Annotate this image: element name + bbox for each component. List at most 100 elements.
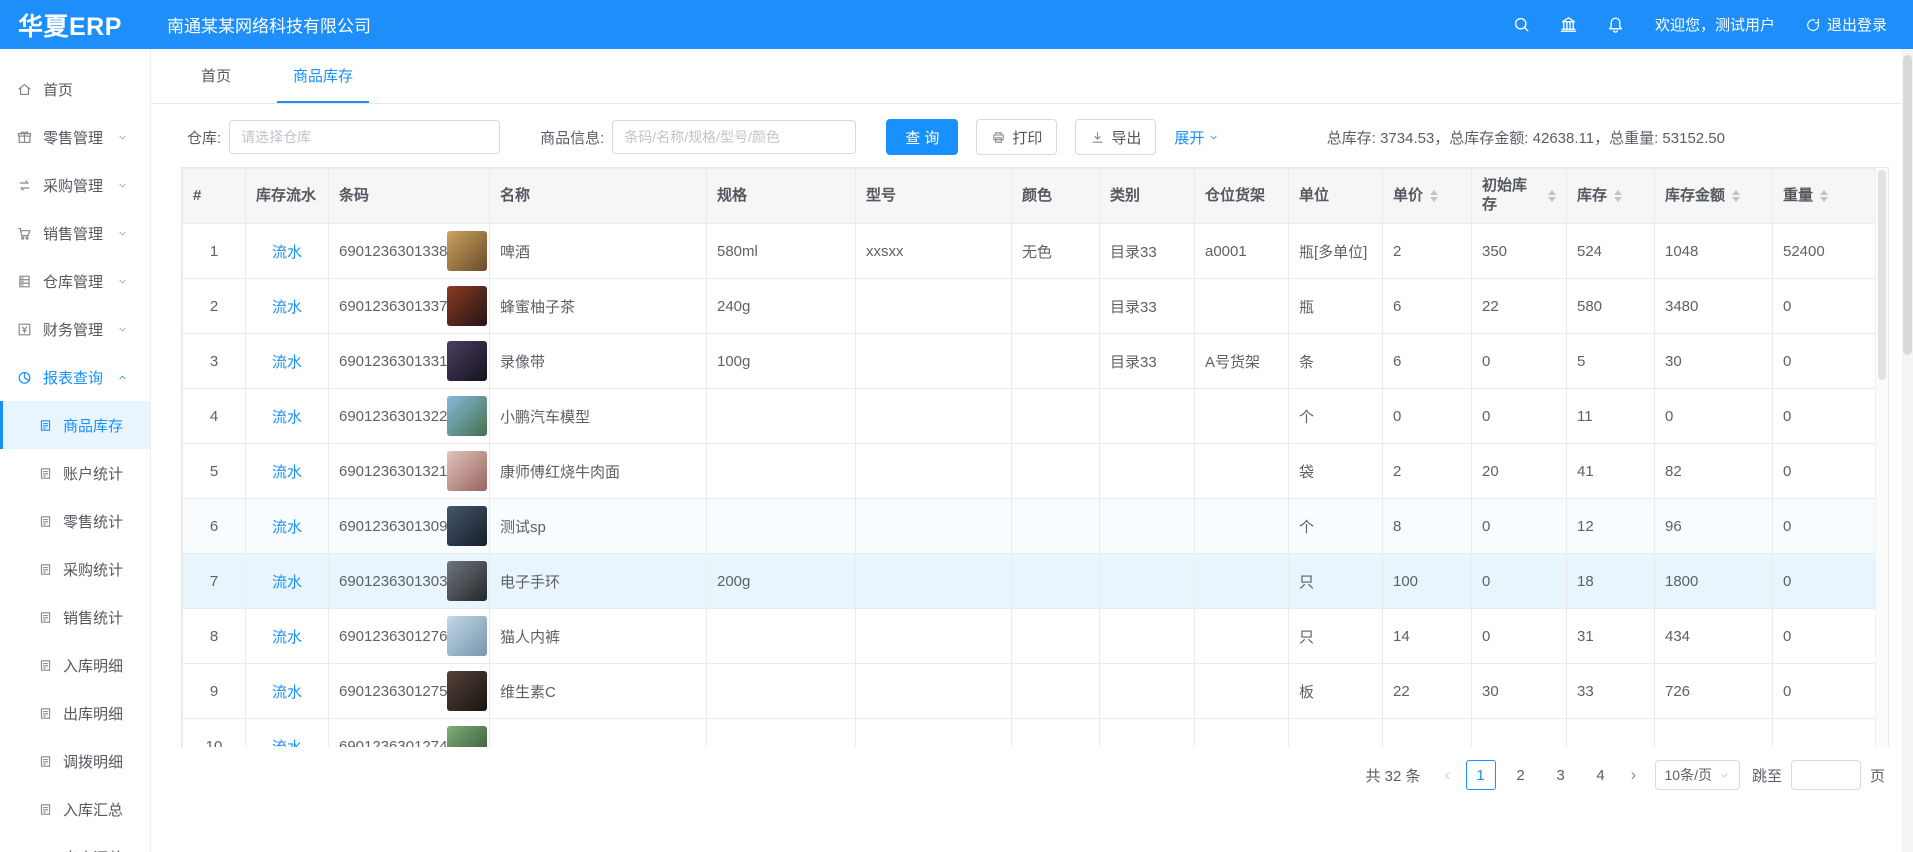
table-row[interactable]: 8 流水 6901236301276 猫人内裤只 14 0 31 434 0 xyxy=(182,608,1877,664)
cell-shelf: a0001 xyxy=(1194,223,1289,279)
page-scrollbar-thumb[interactable] xyxy=(1903,55,1912,355)
cell-price: 0 xyxy=(1382,388,1472,444)
product-thumbnail[interactable] xyxy=(447,341,488,381)
barcode-value: 6901236301276 xyxy=(339,627,448,645)
flow-link[interactable]: 流水 xyxy=(271,573,302,591)
sidebar-item-out-sum[interactable]: 出库汇总 xyxy=(0,833,150,852)
cell-unit: 瓶 xyxy=(1288,278,1383,334)
table-row[interactable]: 4 流水 6901236301322 小鹏汽车模型个 0 0 11 0 0 xyxy=(182,388,1877,444)
flow-link[interactable]: 流水 xyxy=(271,353,302,371)
table-row[interactable]: 10 流水 6901236301274 xyxy=(182,718,1877,748)
cell-index: 6 xyxy=(182,498,246,554)
table-scrollbar[interactable] xyxy=(1875,168,1888,747)
page-button-4[interactable]: 4 xyxy=(1596,766,1605,784)
product-thumbnail[interactable] xyxy=(447,231,488,271)
sale-icon xyxy=(16,225,33,242)
flow-link[interactable]: 流水 xyxy=(271,518,302,536)
expand-toggle[interactable]: 展开 xyxy=(1174,127,1219,148)
page-button-3[interactable]: 3 xyxy=(1556,766,1565,784)
next-page-button[interactable]: › xyxy=(1630,765,1637,784)
sidebar-item-finance[interactable]: 财务管理 xyxy=(0,305,150,353)
sidebar-item-in-detail[interactable]: 入库明细 xyxy=(0,641,150,689)
product-thumbnail[interactable] xyxy=(447,396,488,436)
page-size-select[interactable]: 10条/页 xyxy=(1654,760,1740,790)
page-button-1[interactable]: 1 xyxy=(1465,760,1496,790)
sidebar-item-retail[interactable]: 零售管理 xyxy=(0,113,150,161)
sort-icon[interactable] xyxy=(1820,190,1829,202)
table-row[interactable]: 6 流水 6901236301309 测试sp 个 8 0 12 96 0 xyxy=(182,498,1877,554)
page-button-2[interactable]: 2 xyxy=(1516,766,1525,784)
bell-icon[interactable] xyxy=(1606,15,1625,34)
sort-icon[interactable] xyxy=(1614,190,1623,202)
sort-icon[interactable] xyxy=(1732,190,1741,202)
cell-stock-amount: 30 xyxy=(1654,333,1773,389)
sidebar-item-label: 账户统计 xyxy=(63,465,124,483)
table-row[interactable]: 3 流水 6901236301331 录像带 100g 目录33 A号货架条 6 0 5 30 0 xyxy=(182,333,1877,389)
product-thumbnail[interactable] xyxy=(447,671,488,711)
table-row[interactable]: 2 流水 6901236301337 蜂蜜柚子茶 240g 目录33 瓶 6 22 580 3480… xyxy=(182,278,1877,334)
flow-link[interactable]: 流水 xyxy=(271,463,302,481)
table-row[interactable]: 9 流水 6901236301275 维生素C 板 22 30 33 726 0 xyxy=(182,663,1877,719)
barcode-value: 6901236301322 xyxy=(339,407,448,425)
table-row[interactable]: 5 流水 6901236301321 康师傅红烧牛肉面 袋 2 20 41 82 0 xyxy=(182,443,1877,499)
sidebar-item-transfer-detail[interactable]: 调拨明细 xyxy=(0,737,150,785)
barcode-value: 6901236301338 xyxy=(339,242,448,260)
logout-button[interactable]: 退出登录 xyxy=(1805,14,1887,35)
sidebar-item-sale-stat[interactable]: 销售统计 xyxy=(0,593,150,641)
sidebar-item-report[interactable]: 报表查询 xyxy=(0,353,150,401)
sidebar-item-stock[interactable]: 商品库存 xyxy=(0,401,150,449)
column-header-weight[interactable]: 重量 xyxy=(1772,168,1877,224)
table-scrollbar-thumb[interactable] xyxy=(1878,170,1886,380)
warehouse-select[interactable] xyxy=(229,120,501,154)
prev-page-button[interactable]: ‹ xyxy=(1444,765,1451,784)
product-thumbnail[interactable] xyxy=(447,561,488,601)
product-thumbnail[interactable] xyxy=(447,451,488,491)
table-row[interactable]: 7 流水 6901236301303 电子手环 200g 只 100 0 18 1800 0 xyxy=(182,553,1877,609)
flow-link[interactable]: 流水 xyxy=(271,628,302,646)
cell-category xyxy=(1099,553,1195,609)
flow-link[interactable]: 流水 xyxy=(271,243,302,261)
chevron-down-icon xyxy=(1719,770,1730,781)
cell-weight: 52400 xyxy=(1772,223,1877,279)
cell-barcode: 6901236301322 xyxy=(328,388,490,444)
sort-icon[interactable] xyxy=(1430,190,1439,202)
column-header-index: # xyxy=(182,168,246,224)
sidebar-item-out-detail[interactable]: 出库明细 xyxy=(0,689,150,737)
flow-link[interactable]: 流水 xyxy=(271,738,302,748)
column-header-price[interactable]: 单价 xyxy=(1382,168,1472,224)
flow-link[interactable]: 流水 xyxy=(271,408,302,426)
export-button[interactable]: 导出 xyxy=(1075,119,1157,155)
sort-icon[interactable] xyxy=(1548,190,1556,202)
tab-home[interactable]: 首页 xyxy=(185,49,247,103)
product-thumbnail[interactable] xyxy=(447,726,488,747)
column-label: 库存金额 xyxy=(1665,186,1726,204)
cell-stock: 580 xyxy=(1566,278,1655,334)
sidebar-item-warehouse[interactable]: 仓库管理 xyxy=(0,257,150,305)
page-scrollbar[interactable] xyxy=(1902,49,1913,852)
column-header-init[interactable]: 初始库存 xyxy=(1471,168,1567,224)
cell-flow: 流水 xyxy=(245,663,329,719)
product-thumbnail[interactable] xyxy=(447,616,488,656)
search-icon[interactable] xyxy=(1512,15,1531,34)
product-thumbnail[interactable] xyxy=(447,506,488,546)
tab-product-stock[interactable]: 商品库存 xyxy=(277,49,370,103)
cell-name: 啤酒 xyxy=(489,223,707,279)
sidebar-item-account-stat[interactable]: 账户统计 xyxy=(0,449,150,497)
product-thumbnail[interactable] xyxy=(447,286,488,326)
jump-page-input[interactable] xyxy=(1790,760,1861,790)
column-header-stock[interactable]: 库存 xyxy=(1566,168,1655,224)
column-header-amount[interactable]: 库存金额 xyxy=(1654,168,1773,224)
sidebar-item-purchase[interactable]: 采购管理 xyxy=(0,161,150,209)
sidebar-item-purchase-stat[interactable]: 采购统计 xyxy=(0,545,150,593)
bank-icon[interactable] xyxy=(1559,15,1578,34)
sidebar-item-in-sum[interactable]: 入库汇总 xyxy=(0,785,150,833)
table-row[interactable]: 1 流水 6901236301338 啤酒 580ml xxsxx 无色 目录33 a0001 瓶… xyxy=(182,223,1877,279)
print-button[interactable]: 打印 xyxy=(976,119,1058,155)
sidebar-item-home[interactable]: 首页 xyxy=(0,65,150,113)
flow-link[interactable]: 流水 xyxy=(271,298,302,316)
product-info-input[interactable] xyxy=(612,120,857,154)
sidebar-item-sale[interactable]: 销售管理 xyxy=(0,209,150,257)
sidebar-item-retail-stat[interactable]: 零售统计 xyxy=(0,497,150,545)
flow-link[interactable]: 流水 xyxy=(271,683,302,701)
search-button[interactable]: 查 询 xyxy=(886,119,959,155)
